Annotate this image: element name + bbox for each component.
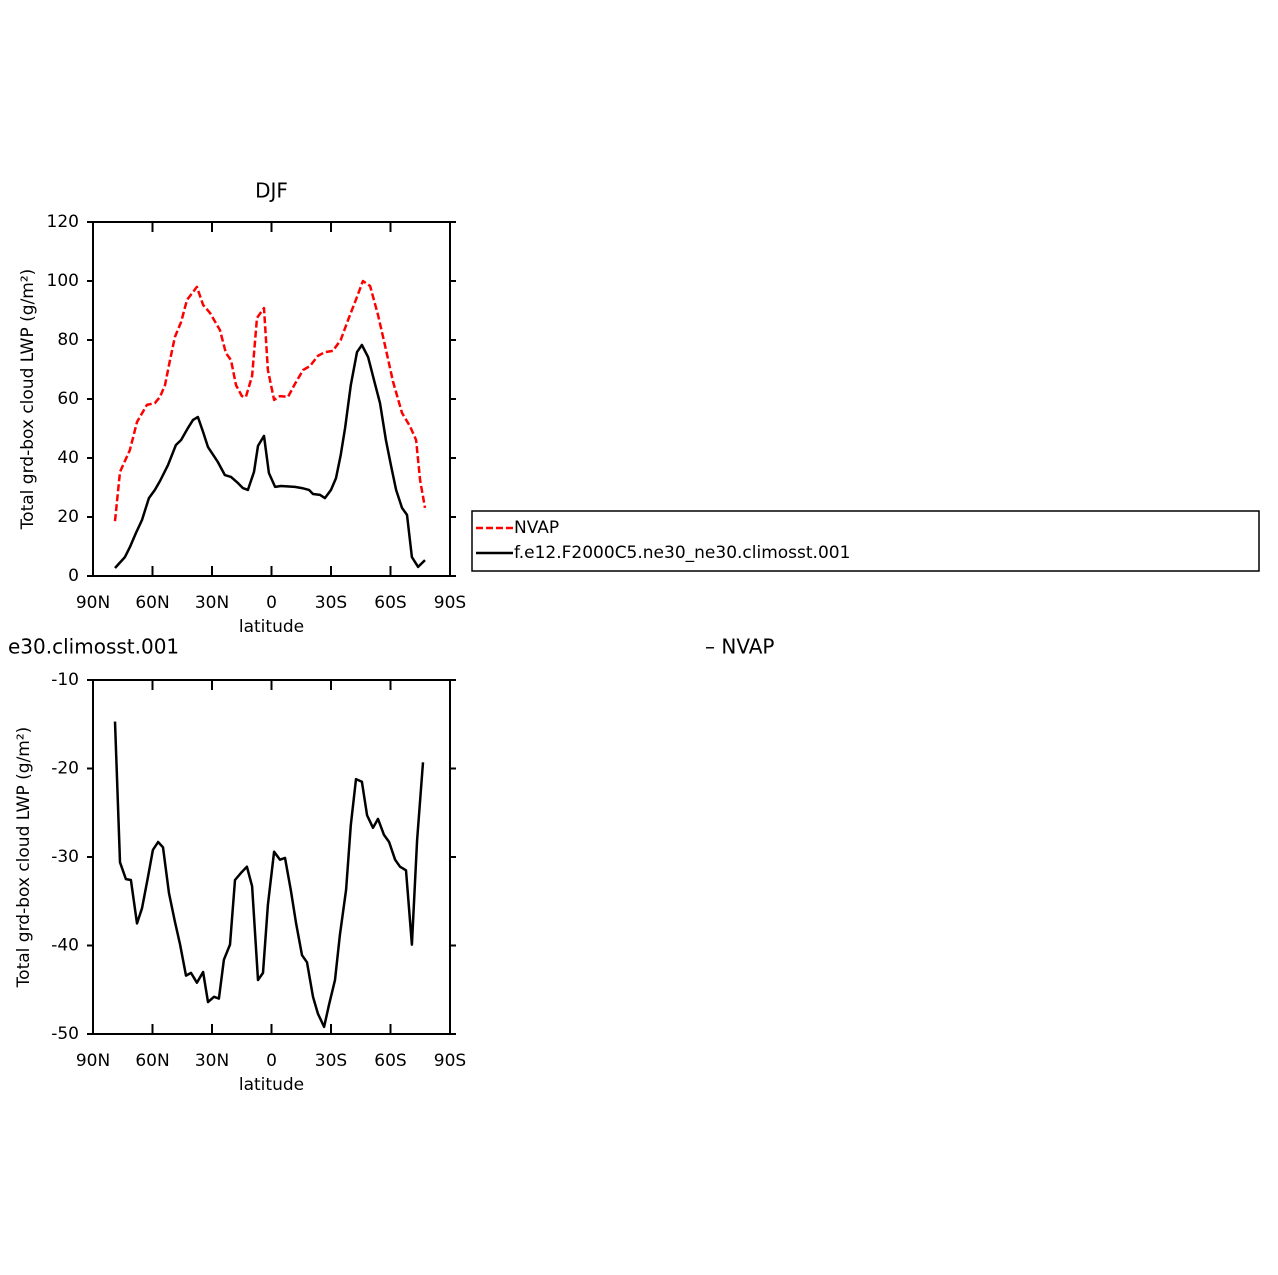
x-tick-label: 0 bbox=[266, 593, 277, 613]
y-tick-label: -10 bbox=[51, 670, 79, 690]
legend-label: NVAP bbox=[514, 518, 559, 538]
x-tick-label: 30S bbox=[315, 593, 347, 613]
chart-title: DJF bbox=[255, 179, 288, 203]
y-tick-label: -20 bbox=[51, 759, 79, 779]
y-tick-label: 120 bbox=[47, 212, 79, 232]
x-tick-label: 60S bbox=[374, 593, 406, 613]
x-axis-label: latitude bbox=[239, 1075, 304, 1095]
chart: e30.climosst.001 – NVAP 90N 60N 30N 0 30S 60S 90… bbox=[8, 635, 774, 1096]
plot-frame bbox=[92, 679, 451, 1035]
y-tick-label: -50 bbox=[51, 1024, 79, 1044]
x-tick-label: 90N bbox=[76, 1051, 110, 1071]
x-tick-label: 90N bbox=[76, 593, 110, 613]
data-line bbox=[113, 279, 427, 522]
legend-box bbox=[471, 510, 1260, 572]
chart-title-left: e30.climosst.001 bbox=[8, 635, 179, 659]
chart-title-right: – NVAP bbox=[705, 635, 774, 659]
y-tick-label: 0 bbox=[68, 566, 79, 586]
y-axis-label: Total grd-box cloud LWP (g/m²) bbox=[18, 269, 38, 531]
x-tick-label: 60S bbox=[374, 1051, 406, 1071]
y-tick-label: 60 bbox=[57, 389, 79, 409]
x-tick-label: 90S bbox=[434, 593, 466, 613]
chart: DJF 90N 60N 30N 0 30S 60S 90S 0 20 40 60 80 100 120 lat… bbox=[18, 179, 1260, 637]
x-tick-label: 60N bbox=[135, 1051, 169, 1071]
plot-frame bbox=[92, 221, 451, 577]
data-line bbox=[114, 343, 426, 569]
x-tick-label: 30S bbox=[315, 1051, 347, 1071]
x-axis-label: latitude bbox=[239, 617, 304, 637]
x-tick-label: 30N bbox=[195, 593, 229, 613]
y-tick-label: 100 bbox=[47, 271, 79, 291]
y-tick-label: 20 bbox=[57, 507, 79, 527]
y-axis-label: Total grd-box cloud LWP (g/m²) bbox=[14, 727, 34, 989]
x-tick-label: 30N bbox=[195, 1051, 229, 1071]
y-tick-label: 40 bbox=[57, 448, 79, 468]
y-tick-label: -40 bbox=[51, 936, 79, 956]
y-tick-label: -30 bbox=[51, 847, 79, 867]
x-tick-label: 60N bbox=[135, 593, 169, 613]
data-line bbox=[113, 721, 425, 1029]
legend-label: f.e12.F2000C5.ne30_ne30.climosst.001 bbox=[514, 543, 850, 563]
y-tick-label: 80 bbox=[57, 330, 79, 350]
x-tick-label: 90S bbox=[434, 1051, 466, 1071]
x-tick-label: 0 bbox=[266, 1051, 277, 1071]
